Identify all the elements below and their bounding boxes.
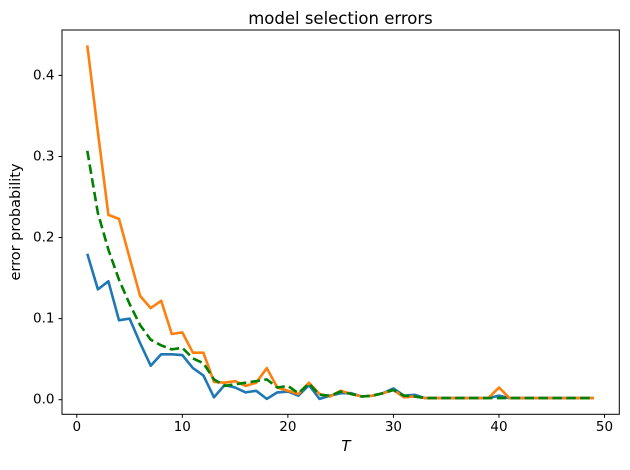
- series-line-green-dashed: [86, 150, 594, 400]
- x-tick-label: 30: [385, 419, 402, 435]
- x-tick-label: 40: [490, 419, 507, 435]
- x-tick-label: 20: [279, 419, 296, 435]
- y-tick-label: 0.4: [33, 67, 54, 83]
- y-tick-label: 0.2: [33, 230, 54, 246]
- x-axis-label: T: [341, 437, 352, 455]
- y-axis-label: error probability: [8, 163, 24, 280]
- y-tick-label: 0.1: [33, 311, 54, 327]
- axes-frame: [61, 29, 620, 415]
- chart-title: model selection errors: [248, 9, 433, 28]
- x-tick-label: 50: [596, 419, 613, 435]
- x-tick-label: 0: [72, 419, 81, 435]
- x-tick-label: 10: [174, 419, 191, 435]
- y-tick-label: 0.3: [33, 148, 54, 164]
- y-tick-label: 0.0: [33, 392, 54, 408]
